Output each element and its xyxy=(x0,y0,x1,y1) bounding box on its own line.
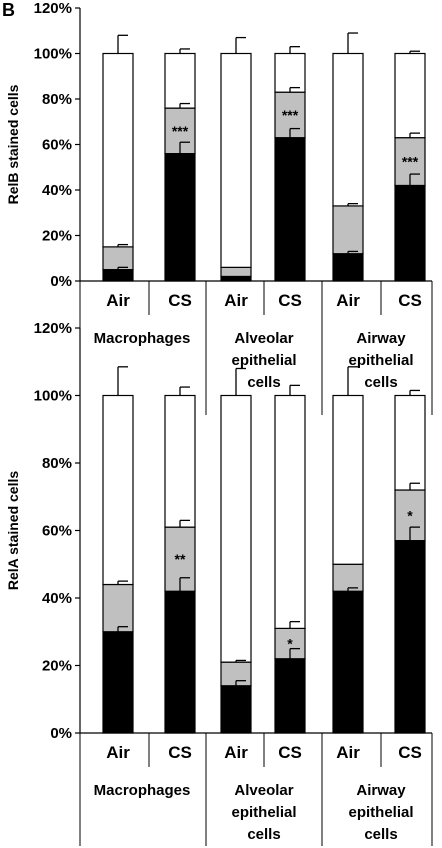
chart-2: 0% 20% 40% 60% 80% 100% 120% RelA stained cells… xyxy=(5,320,433,846)
significance-label: *** xyxy=(402,154,419,170)
category-label: CS xyxy=(278,291,302,310)
bar-segment xyxy=(220,275,252,282)
bar-segment xyxy=(102,52,134,248)
category-label: CS xyxy=(168,743,192,762)
bar-segment xyxy=(102,394,134,586)
y-tick-label: 60% xyxy=(42,137,72,154)
group-label: Macrophages xyxy=(94,782,191,799)
category-label: Air xyxy=(106,743,130,762)
group-label: Airway xyxy=(356,330,406,347)
bar-segment xyxy=(220,52,252,268)
y-tick-label: 100% xyxy=(34,46,72,63)
group-label: cells xyxy=(364,374,397,391)
bar-segment xyxy=(102,269,134,282)
significance-label: * xyxy=(407,507,413,523)
bar-segment xyxy=(274,52,306,93)
y-tick-label: 80% xyxy=(42,455,72,472)
y-tick-label: 20% xyxy=(42,228,72,245)
category-label: Air xyxy=(224,291,248,310)
y-tick-label: 80% xyxy=(42,91,72,108)
bar-segment xyxy=(164,52,196,109)
significance-label: ** xyxy=(175,551,186,567)
group-label: cells xyxy=(247,374,280,391)
group-label: epithelial xyxy=(348,352,413,369)
significance-label: *** xyxy=(282,107,299,123)
group-label: epithelial xyxy=(348,804,413,821)
bar-segment xyxy=(332,563,364,592)
bar-segment xyxy=(102,631,134,734)
group-label: Alveolar xyxy=(234,782,293,799)
significance-label: * xyxy=(287,636,293,652)
category-label: CS xyxy=(398,291,422,310)
bar-segment xyxy=(220,685,252,734)
bar-segment xyxy=(274,658,306,734)
category-label: Air xyxy=(224,743,248,762)
y-tick-label: 120% xyxy=(34,320,72,337)
group-label: Macrophages xyxy=(94,330,191,347)
bar-segment xyxy=(220,394,252,663)
group-label: Alveolar xyxy=(234,330,293,347)
bar-segment xyxy=(332,205,364,255)
bar-segment xyxy=(164,153,196,282)
y-axis-label: RelA stained cells xyxy=(5,471,21,591)
category-label: Air xyxy=(336,291,360,310)
category-label: CS xyxy=(168,291,192,310)
bar-segment xyxy=(164,590,196,734)
group-label: cells xyxy=(364,826,397,843)
group-label: cells xyxy=(247,826,280,843)
bar-segment xyxy=(394,184,426,282)
bar-segment xyxy=(394,540,426,734)
bar-segment xyxy=(394,52,426,139)
category-label: Air xyxy=(336,743,360,762)
bar-segment xyxy=(332,394,364,565)
category-label: CS xyxy=(278,743,302,762)
bar-segment xyxy=(274,137,306,282)
bar-segment xyxy=(102,246,134,271)
y-tick-label: 60% xyxy=(42,523,72,540)
bar-segment xyxy=(274,394,306,629)
bar-segment xyxy=(332,590,364,734)
y-tick-label: 40% xyxy=(42,590,72,607)
chart-1: 0% 20% 40% 60% 80% 100% 120% RelB stained cells… xyxy=(5,0,433,415)
bar-segment xyxy=(102,583,134,633)
panel-label: B xyxy=(2,0,15,20)
y-tick-label: 20% xyxy=(42,658,72,675)
bar-segment xyxy=(164,394,196,528)
group-label: epithelial xyxy=(231,352,296,369)
significance-label: *** xyxy=(172,123,189,139)
bar-segment xyxy=(220,266,252,278)
y-tick-label: 100% xyxy=(34,388,72,405)
bar-segment xyxy=(332,52,364,207)
y-tick-label: 120% xyxy=(34,0,72,17)
y-axis-label: RelB stained cells xyxy=(5,84,21,204)
y-tick-label: 0% xyxy=(50,725,72,742)
group-label: epithelial xyxy=(231,804,296,821)
y-tick-label: 40% xyxy=(42,182,72,199)
category-label: CS xyxy=(398,743,422,762)
y-tick-label: 0% xyxy=(50,273,72,290)
bar-segment xyxy=(394,394,426,491)
category-label: Air xyxy=(106,291,130,310)
bar-segment xyxy=(332,253,364,282)
group-label: Airway xyxy=(356,782,406,799)
